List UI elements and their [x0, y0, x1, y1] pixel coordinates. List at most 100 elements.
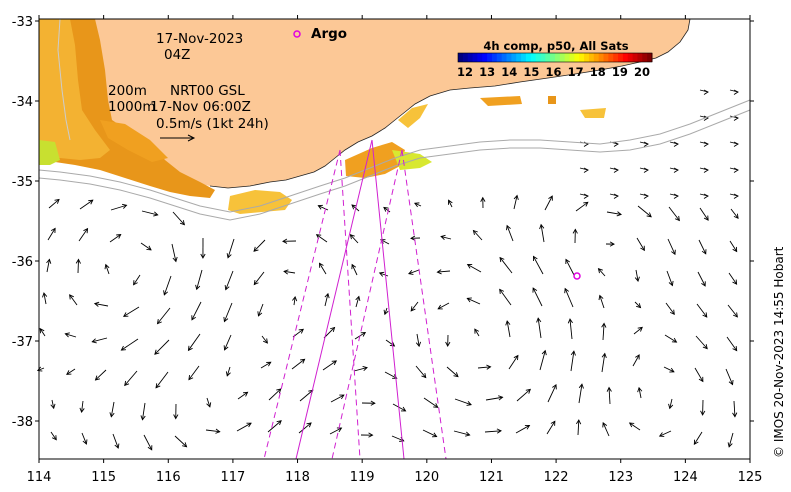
current-vector	[140, 242, 152, 251]
current-vector-head	[298, 328, 304, 334]
current-vector-head	[315, 234, 322, 239]
colorbar-segment	[588, 53, 595, 62]
current-vector	[384, 371, 397, 379]
colorbar-tick-label: 20	[634, 65, 650, 79]
colorbar-segment	[496, 53, 503, 62]
current-vector-head	[525, 388, 531, 394]
current-vector	[267, 420, 282, 433]
current-vector	[157, 307, 171, 324]
current-vector-head	[349, 234, 355, 240]
current-vector-head	[733, 141, 739, 147]
current-vector	[668, 206, 680, 221]
current-vector	[330, 394, 345, 403]
current-vector	[78, 228, 88, 242]
current-vector-head	[583, 201, 589, 207]
current-vector-head	[597, 267, 603, 274]
current-vector	[733, 400, 736, 417]
current-vector-head	[613, 141, 619, 147]
current-vector	[473, 230, 483, 241]
current-vector-head	[155, 383, 161, 389]
current-vector-head	[200, 253, 206, 259]
current-vector	[547, 384, 557, 403]
colorbar-tick-label: 17	[568, 65, 584, 79]
current-vector	[154, 339, 170, 355]
current-vector	[725, 368, 733, 385]
current-vector-head	[733, 167, 739, 173]
current-vector-head	[421, 373, 427, 379]
current-vector-head	[703, 115, 709, 121]
current-vector	[506, 320, 511, 338]
current-vector	[499, 257, 513, 274]
current-vector-head	[324, 292, 330, 299]
current-vector	[383, 207, 391, 213]
current-vector-head	[606, 386, 612, 392]
current-vector	[728, 432, 734, 447]
current-vector-head	[224, 285, 230, 291]
current-vectors	[36, 89, 739, 451]
argo-legend-label: Argo	[311, 26, 347, 42]
current-vector-head	[703, 193, 709, 199]
x-tick-label: 121	[479, 470, 504, 485]
current-vector	[513, 195, 518, 210]
current-vector-head	[226, 253, 232, 259]
colorbar-segment	[642, 53, 648, 62]
current-vector-head	[601, 322, 607, 328]
current-vector	[467, 297, 481, 305]
current-vector-head	[732, 412, 738, 418]
current-vector	[258, 303, 264, 317]
current-vector	[695, 335, 708, 349]
current-vector-head	[253, 279, 259, 286]
current-vector-head	[266, 361, 272, 367]
current-vector	[260, 361, 271, 369]
current-vector-head	[472, 229, 478, 236]
current-vector	[697, 271, 706, 287]
current-vector	[224, 334, 232, 351]
current-vector-head	[499, 288, 505, 294]
current-vector	[601, 353, 606, 373]
current-vector	[540, 224, 545, 243]
current-vector-head	[182, 442, 188, 448]
colorbar-segment	[491, 53, 498, 62]
colorbar-segment	[458, 53, 464, 62]
x-tick-label: 114	[27, 470, 52, 485]
current-vector-head	[282, 238, 288, 244]
current-vector-head	[223, 316, 229, 323]
current-vector	[532, 287, 543, 307]
current-vector	[324, 293, 329, 307]
current-vector-head	[668, 280, 674, 287]
colorbar-segment	[511, 53, 517, 62]
argo-float-legend-marker	[293, 30, 301, 38]
colorbar-segment	[593, 53, 600, 62]
current-vector-head	[383, 309, 389, 316]
current-vector	[578, 384, 583, 404]
current-vector-head	[215, 428, 221, 434]
current-vector	[632, 354, 640, 367]
current-vector-head	[410, 306, 416, 312]
current-vector-head	[498, 395, 504, 401]
current-vector-head	[154, 349, 160, 355]
current-vector-head	[703, 167, 709, 173]
current-vector-head	[643, 167, 649, 173]
x-tick-label: 115	[91, 470, 116, 485]
current-vector-head	[124, 380, 130, 387]
current-vector	[608, 387, 611, 405]
current-vector-head	[66, 370, 72, 375]
current-vector	[379, 272, 389, 277]
current-vector-head	[93, 301, 100, 307]
current-vector	[293, 296, 296, 306]
current-vector-head	[486, 364, 492, 370]
colorbar-segment	[574, 53, 580, 62]
credit-label: © IMOS 20-Nov-2023 14:55 Hobart	[772, 246, 786, 458]
argo-float-marker	[573, 272, 581, 280]
current-vector-head	[668, 403, 674, 410]
current-vector-head	[355, 295, 361, 302]
current-vector-head	[188, 375, 194, 381]
current-vector	[237, 391, 248, 400]
current-vector-head	[46, 258, 52, 264]
current-vector-head	[499, 256, 505, 263]
current-vector	[172, 211, 185, 225]
colorbar-segment	[622, 53, 629, 62]
current-vector	[46, 259, 50, 273]
current-vector-head	[351, 204, 357, 210]
current-vector	[477, 366, 491, 369]
